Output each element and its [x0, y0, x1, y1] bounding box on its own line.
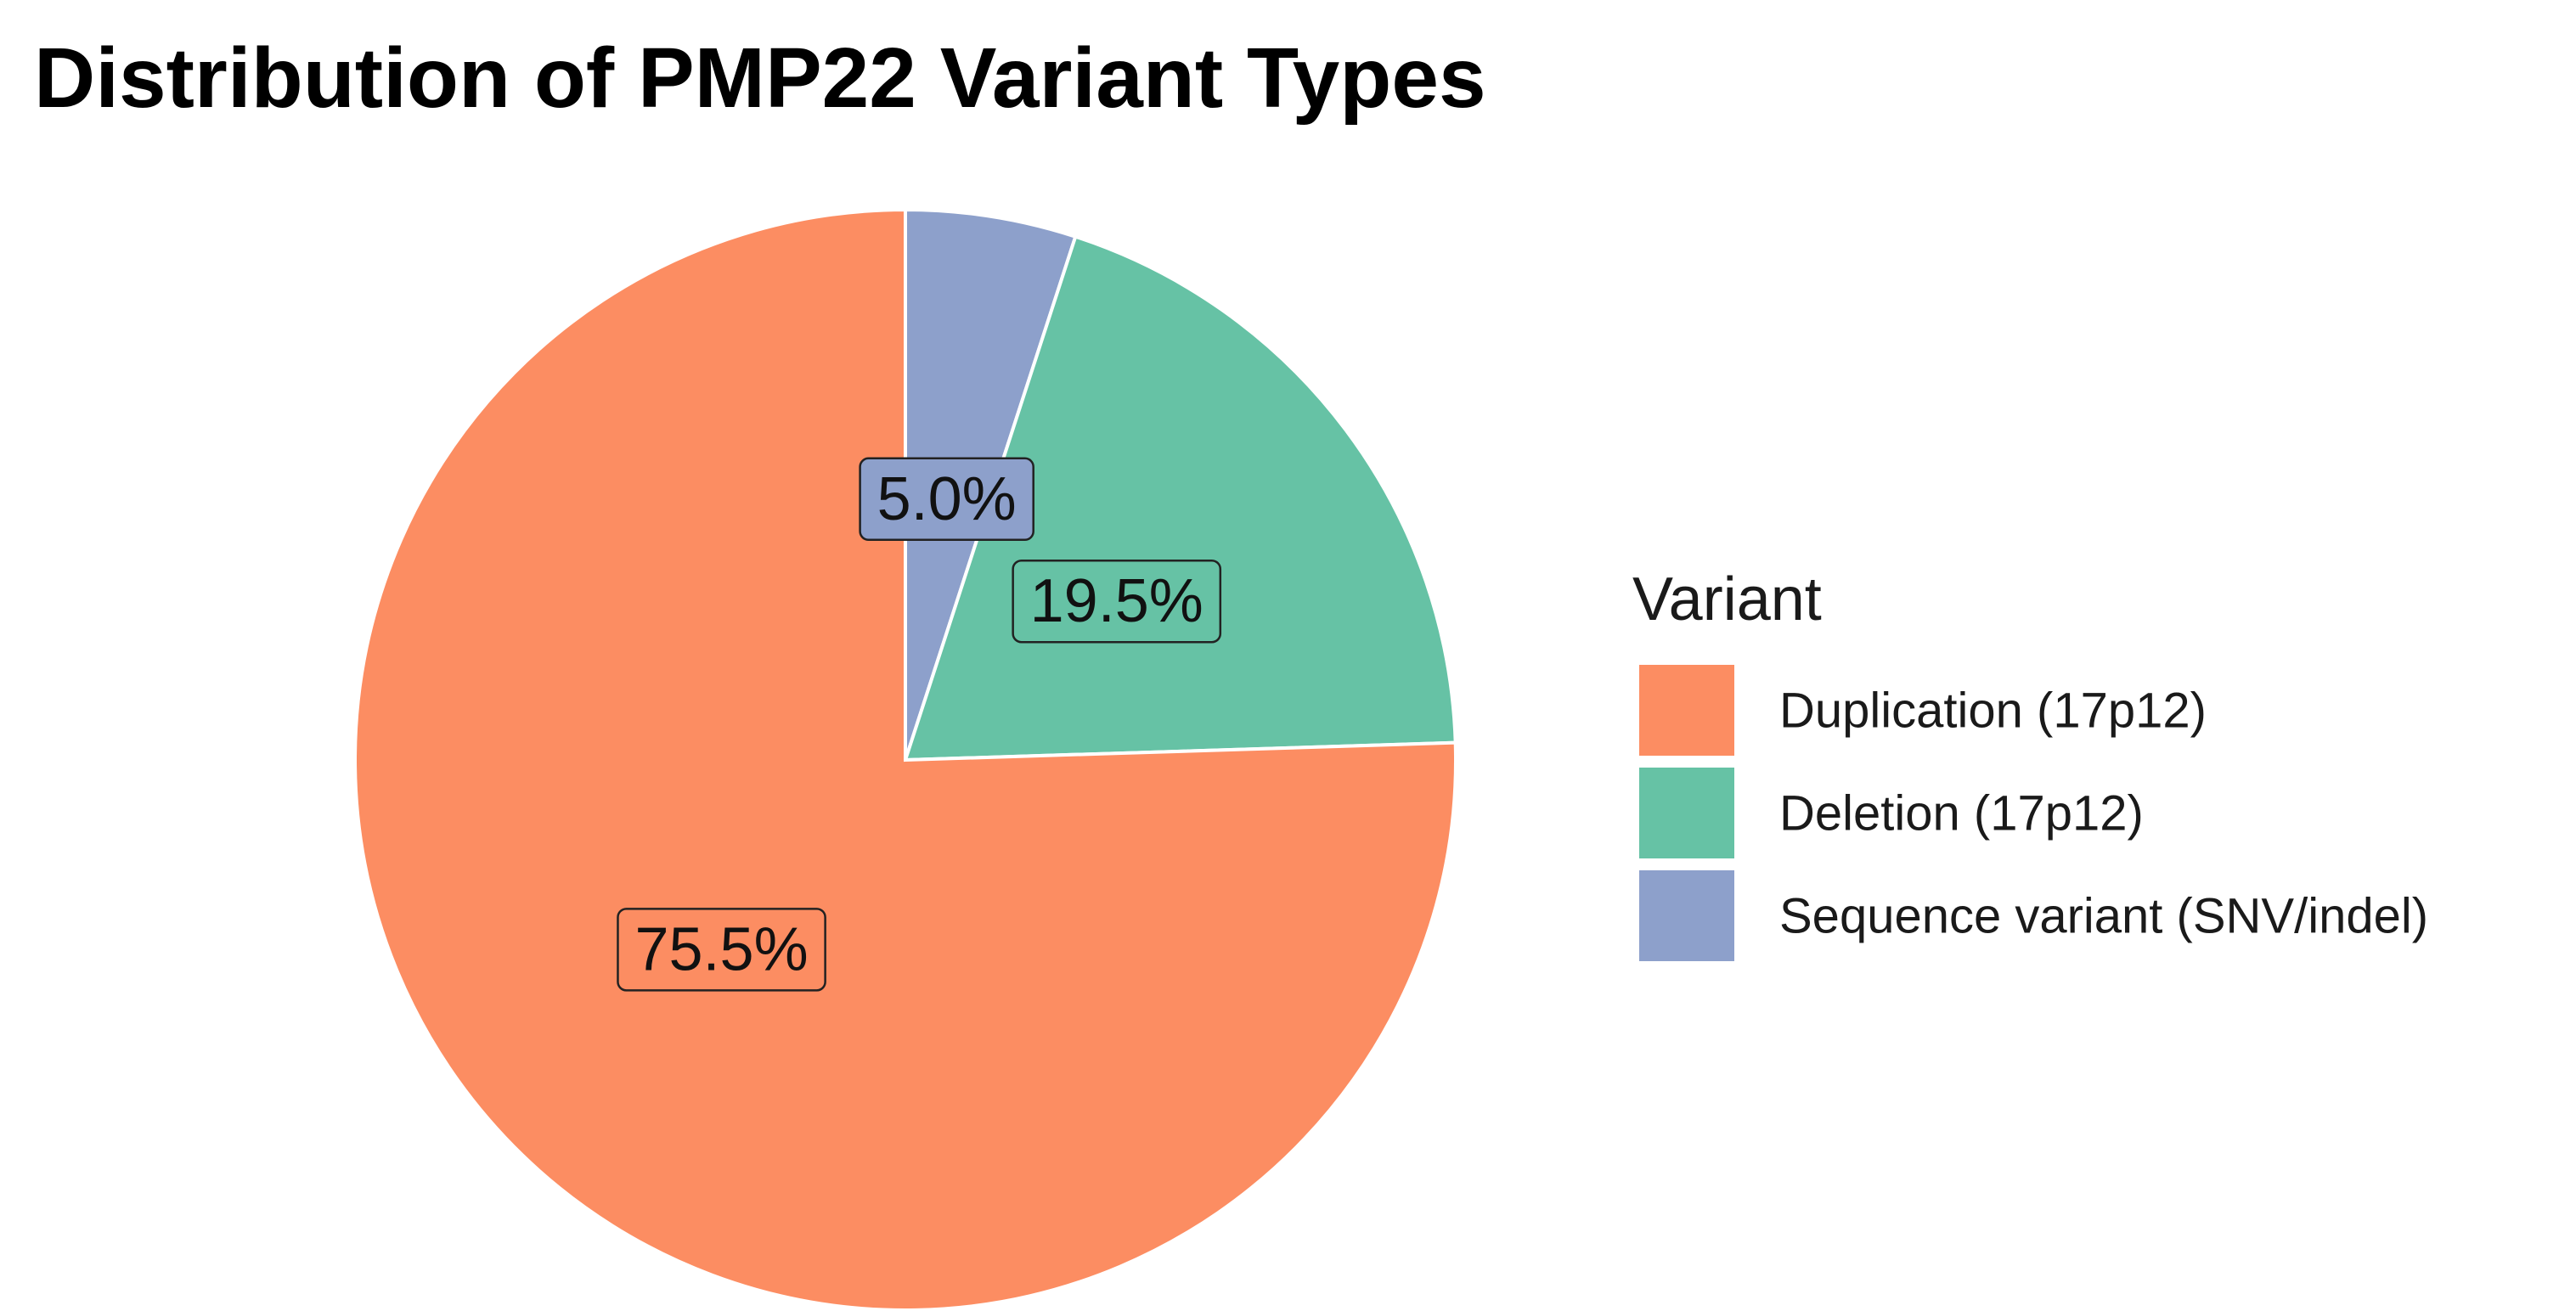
- chart-title: Distribution of PMP22 Variant Types: [34, 31, 1486, 126]
- data-label-box: [617, 908, 826, 992]
- data-label-box: [1012, 559, 1222, 644]
- legend-key: [1639, 665, 1734, 756]
- legend-title: Variant: [1632, 565, 1822, 633]
- data-label-box: [859, 457, 1034, 542]
- data-label: 5.0%: [877, 465, 1017, 533]
- legend-label: Duplication (17p12): [1779, 684, 2207, 739]
- data-label-group: 75.5%: [617, 908, 826, 992]
- data-label-group: 19.5%: [1012, 559, 1222, 644]
- legend-label: Deletion (17p12): [1779, 786, 2144, 841]
- legend-label: Sequence variant (SNV/indel): [1779, 889, 2428, 944]
- legend-key: [1639, 768, 1734, 858]
- data-label: 19.5%: [1030, 567, 1203, 635]
- data-label-group: 5.0%: [859, 457, 1034, 542]
- data-label: 75.5%: [634, 915, 808, 983]
- pie-slice: [353, 207, 1457, 1311]
- legend-key: [1639, 870, 1734, 961]
